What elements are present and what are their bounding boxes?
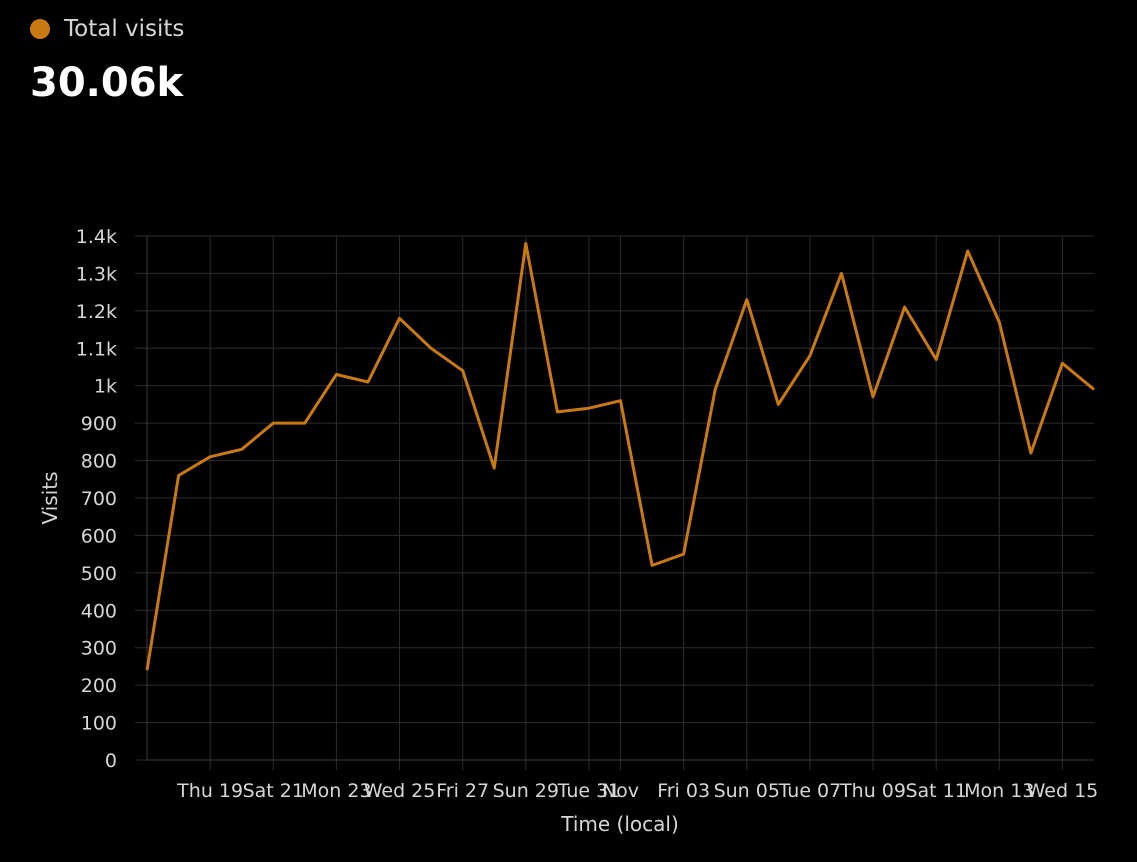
y-axis-title: Visits	[38, 471, 62, 524]
series-line-total-visits	[145, 242, 1095, 671]
y-tick-label: 400	[81, 600, 117, 622]
y-tick-label: 1.1k	[76, 338, 117, 360]
y-tick-label: 200	[81, 675, 117, 697]
y-tick-label: 100	[81, 713, 117, 735]
y-tick-label: 1.3k	[76, 263, 117, 285]
y-tick-label: 600	[81, 525, 117, 547]
x-tick-label: Fri 03	[657, 780, 710, 802]
y-tick-label: 1.2k	[76, 301, 117, 323]
x-tick-label: Wed 25	[364, 780, 436, 802]
y-tick-label: 300	[81, 638, 117, 660]
y-axis-ticks: 0 100 200 300 400 500 600 700 800 900 1k 1.1k 1.2k 1.…	[76, 226, 117, 772]
x-tick-label: Mon 13	[964, 780, 1034, 802]
y-tick-label: 500	[81, 563, 117, 585]
y-tick-label: 1k	[94, 376, 117, 398]
grid-lines	[135, 235, 1094, 770]
x-tick-label: Sun 05	[714, 780, 780, 802]
x-tick-label: Thu 19	[176, 780, 243, 802]
x-tick-label: Sat 11	[905, 780, 966, 802]
y-tick-label: 900	[81, 413, 117, 435]
y-tick-label: 0	[105, 750, 117, 772]
x-axis-title: Time (local)	[560, 812, 679, 836]
x-tick-label: Nov	[602, 780, 639, 802]
x-tick-label: Mon 23	[301, 780, 371, 802]
x-tick-label: Fri 27	[436, 780, 489, 802]
x-tick-label: Tue 31	[557, 780, 621, 802]
x-tick-label: Sun 29	[493, 780, 559, 802]
total-visits-value: 30.06k	[30, 60, 184, 106]
legend-color-swatch	[30, 19, 50, 39]
x-tick-label: Sat 21	[243, 780, 304, 802]
y-tick-label: 800	[81, 451, 117, 473]
x-tick-label: Wed 15	[1027, 780, 1099, 802]
x-tick-label: Thu 09	[839, 780, 906, 802]
y-tick-label: 700	[81, 488, 117, 510]
x-tick-label: Tue 07	[778, 780, 842, 802]
y-tick-label: 1.4k	[76, 226, 117, 248]
legend-label: Total visits	[64, 16, 185, 42]
legend[interactable]: Total visits	[30, 16, 184, 42]
